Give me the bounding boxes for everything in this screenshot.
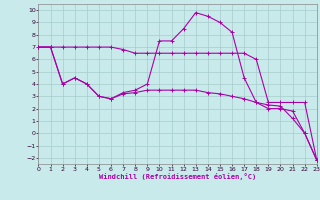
X-axis label: Windchill (Refroidissement éolien,°C): Windchill (Refroidissement éolien,°C) xyxy=(99,173,256,180)
